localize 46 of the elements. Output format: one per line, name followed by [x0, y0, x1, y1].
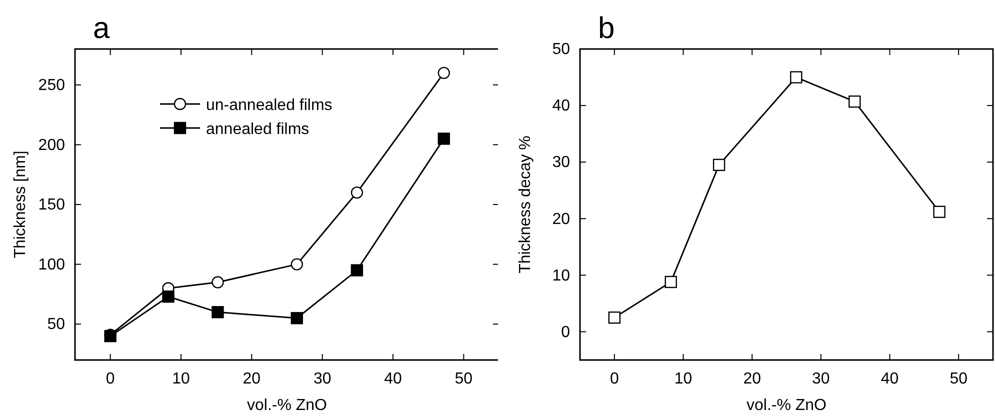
y-tick-label: 50	[47, 316, 66, 334]
point	[608, 311, 621, 324]
y-tick-label: 30	[552, 154, 570, 172]
y-tick-label: 200	[38, 136, 66, 154]
point	[712, 158, 726, 172]
point	[664, 276, 677, 288]
x-tick-label: 50	[454, 370, 473, 388]
x-tick-label: 30	[812, 370, 830, 388]
y-tick-label: 100	[38, 256, 66, 274]
x-tick-label: 40	[880, 370, 899, 388]
point	[350, 264, 364, 276]
point	[290, 312, 303, 324]
x-tick-label: 30	[313, 370, 332, 388]
point	[438, 66, 450, 80]
y-tick-label: 250	[38, 77, 66, 94]
y-tick-label: 10	[552, 267, 570, 284]
point	[933, 206, 946, 218]
x-tick-label: 0	[106, 370, 115, 388]
x-axis-title: vol.-% ZnO	[746, 397, 827, 414]
point	[848, 95, 861, 108]
y-axis-title: Thickness decay %	[517, 136, 534, 274]
y-tick-label: 20	[552, 210, 570, 228]
y-tick-label: 0	[561, 324, 570, 341]
y-axis-title: Thickness [nm]	[12, 150, 29, 258]
legend-label: un-annealed films	[206, 97, 332, 114]
x-tick-label: 50	[950, 370, 968, 388]
point	[438, 132, 450, 145]
x-tick-label: 40	[384, 370, 402, 388]
y-tick-label: 50	[552, 41, 570, 58]
point	[212, 306, 224, 318]
chart-title: a	[93, 12, 110, 45]
point	[790, 71, 802, 84]
point	[290, 258, 303, 270]
point	[162, 290, 174, 303]
chart-title: b	[598, 12, 615, 45]
x-tick-label: 10	[172, 370, 190, 388]
x-axis-title: vol.-% ZnO	[246, 397, 328, 414]
x-tick-label: 20	[743, 370, 762, 388]
y-tick-label: 40	[552, 98, 570, 115]
y-tick-label: 150	[38, 196, 66, 214]
legend-label: annealed films	[206, 121, 310, 138]
x-tick-label: 10	[674, 370, 692, 388]
x-tick-label: 20	[242, 370, 261, 388]
x-tick-label: 0	[610, 370, 619, 388]
point	[350, 186, 364, 199]
point	[212, 276, 224, 288]
